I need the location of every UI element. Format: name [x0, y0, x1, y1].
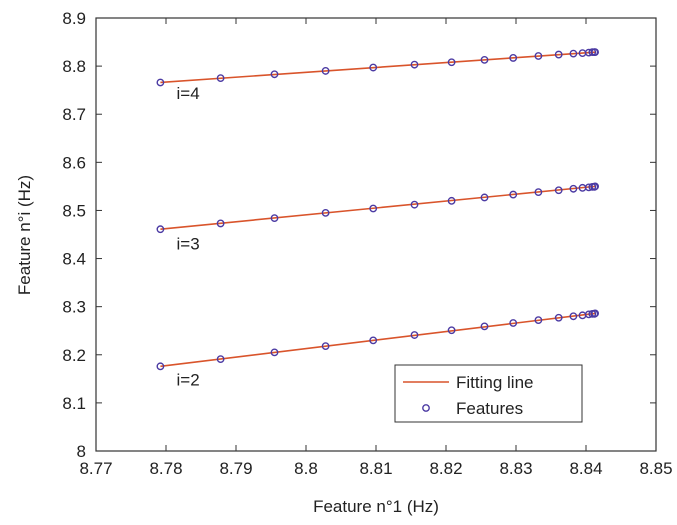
feature-point [480, 193, 489, 202]
x-tick-label: 8.78 [149, 459, 182, 478]
y-tick-label: 8.7 [62, 105, 86, 124]
feature-point [270, 348, 279, 357]
y-tick-label: 8.1 [62, 394, 86, 413]
y-tick-label: 8.5 [62, 201, 86, 220]
x-tick-label: 8.79 [219, 459, 252, 478]
feature-point [321, 208, 330, 217]
y-tick-label: 8 [77, 442, 86, 461]
feature-point [410, 60, 419, 69]
feature-point [554, 313, 563, 322]
series-group: i=2 [156, 309, 599, 390]
feature-point [447, 196, 456, 205]
legend-box [394, 364, 583, 423]
feature-point [554, 50, 563, 59]
y-tick-label: 8.6 [62, 153, 86, 172]
feature-point [321, 67, 330, 75]
x-tick-label: 8.81 [359, 459, 392, 478]
y-axis-label: Feature n°i (Hz) [15, 175, 34, 295]
feature-point [509, 54, 518, 62]
feature-point [369, 63, 378, 72]
feature-point [321, 342, 330, 351]
fitting-line [160, 312, 596, 368]
x-tick-label: 8.85 [639, 459, 672, 478]
legend-fitting-line-label: Fitting line [456, 373, 533, 392]
feature-point [591, 48, 599, 57]
y-tick-label: 8.9 [62, 9, 86, 28]
feature-point [447, 58, 456, 67]
feature-point [156, 225, 165, 234]
legend-features-swatch [422, 404, 430, 412]
legend-features-label: Features [456, 399, 523, 418]
x-tick-label: 8.82 [429, 459, 462, 478]
feature-point [554, 186, 563, 195]
feature-point [270, 214, 279, 223]
feature-point [509, 190, 518, 199]
x-axis-label: Feature n°1 (Hz) [313, 497, 439, 516]
feature-point [410, 200, 419, 209]
series-annotation: i=2 [177, 371, 200, 390]
feature-point [509, 319, 518, 327]
feature-point [534, 52, 543, 60]
x-tick-label: 8.83 [499, 459, 532, 478]
feature-point [216, 355, 225, 364]
axis-ticks: 8.77 8.78 8.79 8.8 8.81 8.82 8.83 8.84 8.85 8 8.1 8… [62, 9, 672, 478]
feature-point [591, 182, 599, 191]
series-group: i=4 [156, 48, 599, 103]
feature-point [569, 184, 578, 193]
series-layer: i=4 i=3 i=2 [156, 48, 599, 390]
feature-point [591, 309, 599, 318]
y-tick-label: 8.3 [62, 298, 86, 317]
legend: Fitting line Features [394, 364, 583, 423]
x-tick-label: 8.77 [79, 459, 112, 478]
feature-point [216, 219, 225, 228]
x-tick-label: 8.8 [294, 459, 318, 478]
series-annotation: i=3 [177, 234, 200, 253]
fitting-line [160, 51, 596, 84]
feature-point [369, 204, 378, 213]
feature-point [156, 362, 165, 371]
feature-point [447, 326, 456, 335]
feature-point [369, 336, 378, 345]
feature-point [410, 331, 419, 339]
feature-point [534, 188, 543, 197]
feature-point [216, 74, 225, 83]
y-tick-label: 8.2 [62, 346, 86, 365]
x-tick-label: 8.84 [569, 459, 602, 478]
feature-point [569, 49, 578, 58]
feature-point [480, 55, 489, 64]
feature-point [156, 78, 165, 87]
y-tick-label: 8.4 [62, 250, 86, 269]
feature-point [569, 312, 578, 321]
series-group: i=3 [156, 182, 599, 253]
feature-point [480, 322, 489, 331]
feature-point [534, 316, 543, 325]
fitting-line [160, 185, 596, 231]
y-tick-label: 8.8 [62, 57, 86, 76]
series-annotation: i=4 [177, 84, 200, 103]
feature-point [270, 70, 279, 79]
